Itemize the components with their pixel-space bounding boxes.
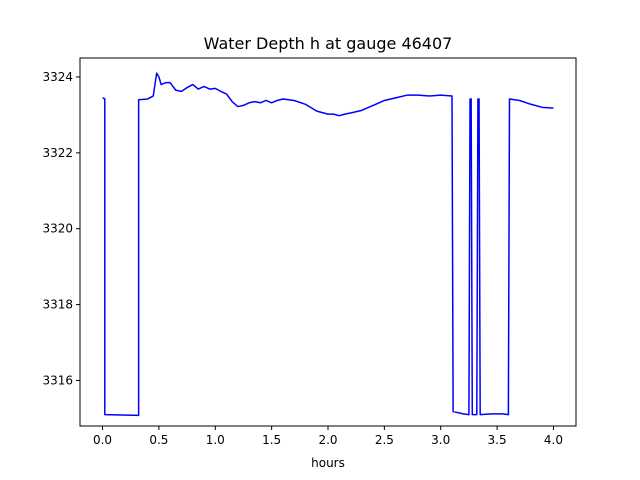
chart-title: Water Depth h at gauge 46407 xyxy=(204,34,453,53)
x-tick-label: 1.5 xyxy=(262,433,281,447)
x-tick-label: 0.5 xyxy=(149,433,168,447)
y-tick-label: 3316 xyxy=(42,373,73,387)
x-tick-label: 1.0 xyxy=(206,433,225,447)
y-tick-label: 3322 xyxy=(42,146,73,160)
y-tick-label: 3320 xyxy=(42,222,73,236)
x-axis-label: hours xyxy=(311,456,345,470)
x-tick-label: 2.5 xyxy=(375,433,394,447)
x-tick-label: 4.0 xyxy=(544,433,563,447)
x-axis: 0.0 0.5 1.0 1.5 2.0 2.5 3.0 3.5 4.0 xyxy=(93,426,563,447)
x-tick-label: 3.5 xyxy=(488,433,507,447)
x-tick-label: 3.0 xyxy=(431,433,450,447)
x-tick-label: 2.0 xyxy=(318,433,337,447)
axes-frame xyxy=(79,57,577,427)
y-axis: 3316 3318 3320 3322 3324 xyxy=(42,70,80,387)
y-tick-label: 3324 xyxy=(42,70,73,84)
x-tick-label: 0.0 xyxy=(93,433,112,447)
y-tick-label: 3318 xyxy=(42,298,73,312)
series-line xyxy=(102,72,554,417)
plot-area xyxy=(102,72,554,417)
